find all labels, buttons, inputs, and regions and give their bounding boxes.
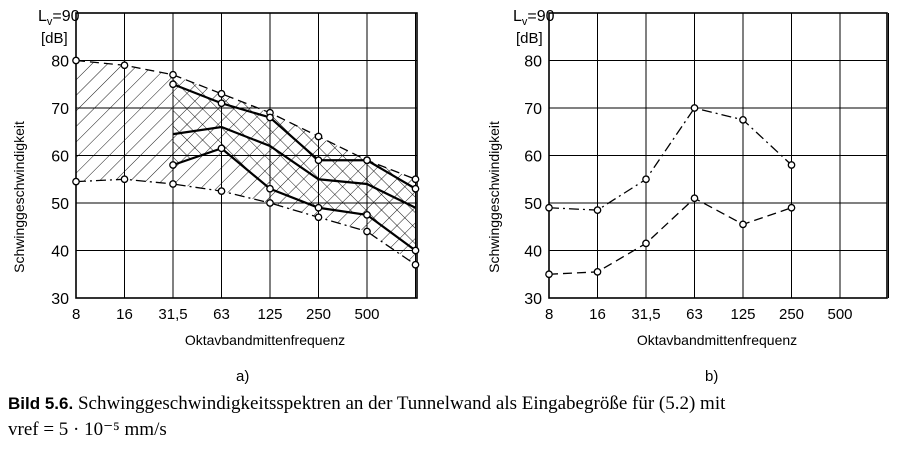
data-point [217, 99, 226, 108]
y-axis-title: Schwinggeschwindigkeit [11, 121, 27, 273]
x-axis-title: Oktavbandmittenfrequenz [637, 332, 797, 348]
x-tick-label: 16 [589, 306, 606, 323]
figure-caption-formula: vref = 5 · 10⁻⁵ mm/s [8, 419, 167, 440]
data-point [411, 175, 420, 184]
data-point [217, 89, 226, 98]
data-point [739, 220, 747, 229]
x-tick-labels: 8 16 31,5 63 125 250 500 [72, 306, 380, 323]
y-tick-label: 30 [51, 291, 69, 308]
data-point [545, 203, 553, 212]
x-tick-label: 8 [545, 306, 553, 323]
plot-frame [75, 12, 418, 299]
y-tick-label: 50 [51, 196, 69, 213]
series-line [75, 178, 416, 266]
data-point [120, 175, 129, 184]
x-tick-label: 250 [779, 306, 804, 323]
x-tick-label: 63 [686, 306, 703, 323]
data-point [787, 161, 796, 169]
data-point [314, 156, 323, 165]
x-tick-label: 31,5 [158, 306, 187, 323]
data-point [266, 184, 274, 193]
series-group [72, 56, 420, 269]
y-tick-label: 80 [51, 54, 69, 71]
chart-panel-a: 30 40 50 60 70 80 8 16 31,5 63 125 250 500 Lv=90 [d… [11, 8, 420, 385]
data-point [787, 203, 796, 212]
data-point [411, 260, 420, 269]
y-tick-label: 60 [51, 149, 69, 166]
panel-label: a) [236, 368, 249, 385]
data-point [363, 211, 371, 219]
data-point [642, 239, 650, 248]
data-point [169, 180, 177, 188]
x-tick-label: 250 [306, 306, 331, 323]
data-point [266, 199, 274, 207]
data-point [411, 246, 420, 255]
series-line [548, 107, 792, 211]
data-point [314, 203, 323, 212]
data-point [169, 161, 177, 169]
data-point [266, 113, 274, 122]
data-point [411, 184, 420, 193]
y-tick-label: 60 [524, 149, 542, 166]
data-point [363, 227, 371, 236]
x-tick-label: 16 [116, 306, 133, 323]
y-unit-label: [dB] [516, 30, 543, 47]
plot-frame-rect [548, 12, 888, 299]
y-tick-label: 70 [524, 101, 542, 118]
caption-label: Bild 5.6. [8, 394, 74, 413]
x-tick-label: 125 [730, 306, 755, 323]
series-line [172, 125, 416, 209]
plot-frame-rect [75, 12, 418, 299]
y-tick-labels: 30 40 50 60 70 80 [524, 54, 542, 309]
data-point [690, 104, 699, 112]
data-point [642, 175, 650, 184]
panel-label: b) [705, 368, 718, 385]
data-point [217, 187, 226, 195]
figure-caption: Bild 5.6. Schwinggeschwindigkeitsspektre… [8, 393, 725, 415]
series-line [548, 197, 792, 275]
data-point [314, 213, 323, 222]
data-point [690, 194, 699, 203]
x-tick-label: 31,5 [631, 306, 660, 323]
x-tick-label: 63 [213, 306, 230, 323]
y-axis-title: Schwinggeschwindigkeit [486, 121, 502, 273]
y-tick-label: 30 [524, 291, 542, 308]
data-point [739, 116, 747, 124]
x-tick-label: 125 [257, 306, 282, 323]
data-point [593, 206, 602, 214]
y-tick-label: 80 [524, 54, 542, 71]
y-tick-label: 40 [51, 244, 69, 261]
x-tick-label: 500 [354, 306, 379, 323]
series-line [75, 59, 416, 180]
data-point [120, 61, 129, 70]
x-tick-labels: 8 16 31,5 63 125 250 500 [545, 306, 853, 323]
plot-frame [548, 12, 888, 299]
y-top-label: Lv=90 [38, 8, 80, 28]
data-point [169, 70, 177, 79]
data-point [72, 56, 80, 65]
data-point [363, 156, 371, 165]
x-axis-title: Oktavbandmittenfrequenz [185, 332, 345, 348]
series-group [545, 104, 796, 279]
caption-text: Schwinggeschwindigkeitsspektren an der T… [77, 393, 726, 414]
data-point [217, 144, 226, 153]
data-point [545, 270, 553, 279]
data-point [593, 268, 602, 276]
x-tick-label: 8 [72, 306, 80, 323]
data-point [72, 177, 80, 186]
grid [548, 12, 889, 299]
y-tick-label: 50 [524, 196, 542, 213]
y-tick-label: 70 [51, 101, 69, 118]
y-tick-label: 40 [524, 244, 542, 261]
series-line [172, 83, 417, 190]
x-tick-label: 500 [827, 306, 852, 323]
series-line [172, 147, 417, 252]
y-tick-labels: 30 40 50 60 70 80 [51, 54, 69, 309]
data-point [169, 80, 177, 89]
y-unit-label: [dB] [41, 30, 68, 47]
data-point [314, 132, 323, 141]
